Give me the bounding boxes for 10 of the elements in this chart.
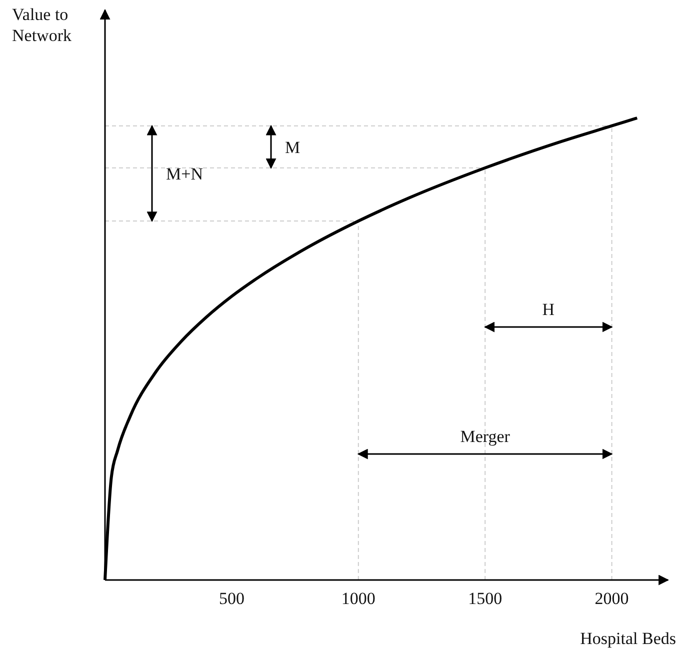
annotation: H [542,300,555,319]
annotation: M+N [166,164,203,184]
x-tick-label: 500 [218,589,244,608]
x-tick-label: 1500 [468,589,502,608]
annotation: Merger [460,427,510,446]
y-axis-title: Value to Network [12,5,72,45]
annotation: M [285,138,300,157]
x-tick-label: 1000 [341,589,376,608]
x-tick-label: 2000 [594,589,629,608]
x-axis-title: Hospital Beds [580,629,676,648]
